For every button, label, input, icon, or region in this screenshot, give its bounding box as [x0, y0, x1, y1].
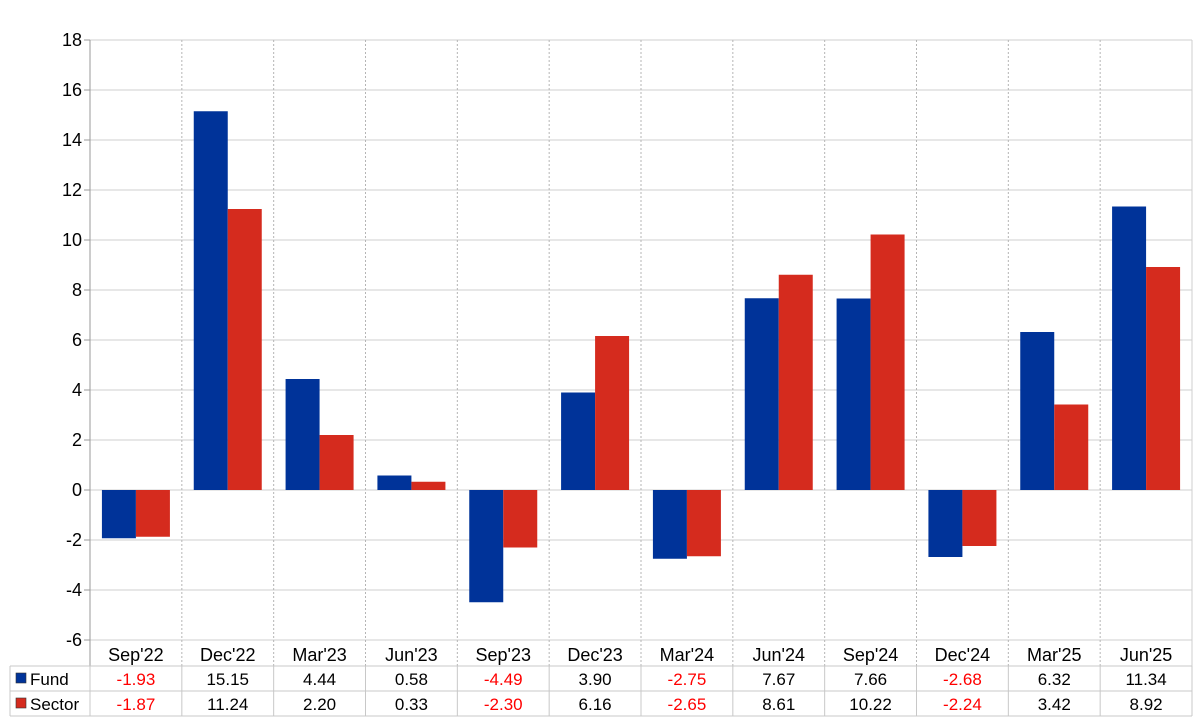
bar-sector-1 — [227, 209, 262, 490]
data-label-sector: -2.24 — [943, 695, 982, 714]
y-tick-label: -4 — [66, 580, 82, 600]
legend-label-fund: Fund — [30, 670, 69, 689]
data-label-sector: -1.87 — [117, 695, 156, 714]
legend-label-sector: Sector — [30, 695, 79, 714]
data-label-fund: -1.93 — [117, 670, 156, 689]
bar-sector-8 — [870, 234, 905, 490]
y-tick-label: 6 — [72, 330, 82, 350]
data-label-fund: 7.67 — [762, 670, 795, 689]
category-label: Dec'22 — [200, 645, 255, 665]
y-tick-label: 16 — [62, 80, 82, 100]
bar-fund-7 — [744, 298, 779, 490]
bar-fund-8 — [836, 298, 871, 490]
bar-sector-3 — [411, 481, 446, 490]
y-tick-label: 8 — [72, 280, 82, 300]
data-label-sector: 6.16 — [579, 695, 612, 714]
bars — [101, 111, 1181, 603]
data-label-fund: -2.75 — [668, 670, 707, 689]
bar-sector-0 — [135, 490, 170, 537]
category-label: Dec'24 — [935, 645, 990, 665]
y-axis: -6 -4 -2 0 2 4 6 8 10 12 14 16 18 — [62, 30, 91, 666]
category-label: Sep'24 — [843, 645, 899, 665]
data-label-fund: 3.90 — [579, 670, 612, 689]
y-tick-label: 10 — [62, 230, 82, 250]
y-tick-label: -6 — [66, 630, 82, 650]
data-label-fund: 0.58 — [395, 670, 428, 689]
gridlines — [90, 39, 1193, 666]
data-label-fund: 7.66 — [854, 670, 887, 689]
bar-fund-10 — [1020, 332, 1055, 490]
category-label: Dec'23 — [567, 645, 622, 665]
category-label: Sep'22 — [108, 645, 164, 665]
bar-sector-9 — [962, 490, 997, 546]
bar-sector-4 — [503, 490, 538, 548]
y-tick-label: 4 — [72, 380, 82, 400]
data-label-sector: 3.42 — [1038, 695, 1071, 714]
data-label-fund: 6.32 — [1038, 670, 1071, 689]
data-label-sector: 11.24 — [207, 695, 248, 714]
y-tick-label: 2 — [72, 430, 82, 450]
category-label: Mar'24 — [660, 645, 714, 665]
bar-fund-2 — [285, 379, 320, 490]
category-label: Mar'23 — [292, 645, 346, 665]
data-label-sector: 10.22 — [849, 695, 892, 714]
bar-fund-11 — [1112, 206, 1147, 490]
bar-sector-6 — [686, 490, 721, 557]
legend-swatch-fund — [15, 672, 27, 684]
bar-sector-7 — [778, 274, 813, 490]
data-label-sector: -2.30 — [484, 695, 523, 714]
category-label: Jun'25 — [1120, 645, 1172, 665]
data-label-fund: 11.34 — [1125, 670, 1166, 689]
category-label: Jun'24 — [753, 645, 805, 665]
data-label-fund: -4.49 — [484, 670, 523, 689]
data-label-fund: -2.68 — [943, 670, 982, 689]
data-label-sector: 8.61 — [762, 695, 795, 714]
bar-fund-0 — [101, 490, 136, 539]
bar-fund-4 — [469, 490, 504, 603]
category-label: Mar'25 — [1027, 645, 1081, 665]
data-label-fund: 15.15 — [206, 670, 249, 689]
data-label-sector: 0.33 — [395, 695, 428, 714]
bar-fund-3 — [377, 475, 412, 490]
data-label-sector: 8.92 — [1130, 695, 1163, 714]
category-label: Sep'23 — [476, 645, 532, 665]
bar-fund-5 — [561, 392, 596, 490]
y-tick-label: 0 — [72, 480, 82, 500]
y-tick-label: 12 — [62, 180, 82, 200]
bar-sector-2 — [319, 435, 354, 490]
y-tick-label: 14 — [62, 130, 82, 150]
bar-fund-1 — [193, 111, 228, 490]
y-tick-label: 18 — [62, 30, 82, 50]
bar-fund-9 — [928, 490, 963, 557]
category-label: Jun'23 — [385, 645, 437, 665]
y-tick-label: -2 — [66, 530, 82, 550]
bar-fund-6 — [652, 490, 687, 559]
bar-sector-11 — [1146, 267, 1181, 490]
data-label-sector: 2.20 — [303, 695, 336, 714]
data-label-sector: -2.65 — [668, 695, 707, 714]
bar-sector-10 — [1054, 404, 1089, 490]
bar-sector-5 — [595, 336, 630, 490]
legend-swatch-sector — [15, 697, 27, 709]
data-table: Sep'22 Dec'22 Mar'23 Jun'23 Sep'23 Dec'23 Mar'… — [9, 645, 1193, 717]
data-label-fund: 4.44 — [303, 670, 336, 689]
